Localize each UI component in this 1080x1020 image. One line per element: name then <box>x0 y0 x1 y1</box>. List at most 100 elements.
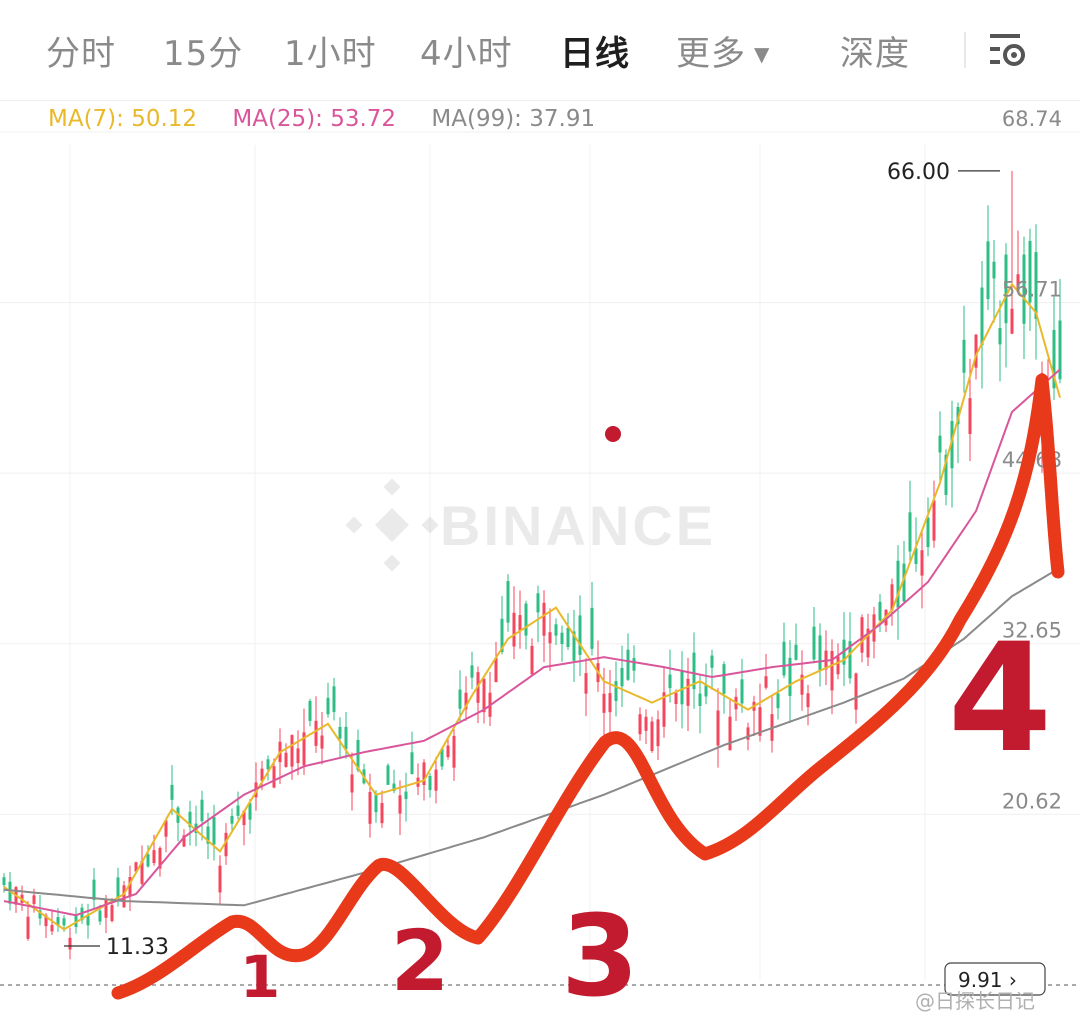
candle <box>68 927 72 960</box>
candle <box>380 790 384 828</box>
candle <box>428 773 432 798</box>
candle <box>770 696 774 753</box>
candle <box>836 643 840 680</box>
candle <box>1058 278 1062 384</box>
candle <box>296 730 300 776</box>
candle <box>548 608 552 671</box>
last-price-label: 9.91 › <box>958 968 1017 992</box>
candle <box>284 743 288 768</box>
annotation-number-2: 2 <box>391 912 449 1010</box>
ma-line-0 <box>3 282 1061 931</box>
chart-settings-icon <box>990 34 1025 66</box>
candle <box>398 780 402 835</box>
candle <box>410 731 414 775</box>
candle <box>740 658 744 713</box>
candles <box>2 170 1062 960</box>
candle <box>1004 243 1008 368</box>
candle <box>518 590 522 649</box>
candle <box>26 901 30 941</box>
candle <box>236 791 240 820</box>
candle <box>332 677 336 721</box>
annotation-dot <box>605 426 621 442</box>
candle <box>314 696 318 753</box>
candle <box>866 613 870 666</box>
candle <box>686 657 690 732</box>
ma25-value: MA(25): 53.72 <box>232 106 397 132</box>
candle <box>416 763 420 796</box>
candle <box>656 710 660 760</box>
candle <box>302 708 306 775</box>
candle <box>566 613 570 650</box>
annotation-number-1: 1 <box>240 943 280 1011</box>
candle <box>1010 170 1014 335</box>
tab-more[interactable]: 更多 ▼ <box>676 26 770 75</box>
candle <box>782 622 786 679</box>
price-markers: 66.00 11.33 9.91 › <box>64 160 1046 996</box>
candle <box>1052 296 1056 400</box>
candle <box>962 305 966 393</box>
candle <box>764 653 768 690</box>
candle <box>806 684 810 726</box>
author-watermark: @日探长日记 <box>915 989 1035 1013</box>
candle <box>716 688 720 768</box>
candle <box>980 261 984 389</box>
tab-daily[interactable]: 日线 <box>560 34 630 74</box>
candle <box>890 578 894 626</box>
candle <box>506 574 510 632</box>
ma99-value: MA(99): 37.91 <box>431 106 596 132</box>
candle <box>572 609 576 682</box>
ma7-value: MA(7): 50.12 <box>48 106 198 132</box>
candle <box>530 638 534 675</box>
candle <box>728 698 732 751</box>
ma-line-2 <box>3 567 1061 907</box>
candle <box>830 639 834 715</box>
candle <box>512 586 516 660</box>
high-price-label: 66.00 <box>887 160 950 185</box>
candle <box>476 666 480 724</box>
candle <box>338 717 342 760</box>
candle <box>662 666 666 738</box>
candle <box>638 707 642 741</box>
timeframe-tab-bar: 分时 15分 1小时 4小时 日线 更多 ▼ 深度 <box>0 0 1080 101</box>
binance-logo-icon <box>345 478 439 572</box>
tab-depth[interactable]: 深度 <box>840 34 910 74</box>
candle <box>140 845 144 887</box>
candle <box>824 630 828 685</box>
candle <box>692 632 696 709</box>
candle <box>464 676 468 721</box>
chart-settings-button[interactable] <box>988 30 1032 70</box>
tab-4hour[interactable]: 4小时 <box>420 34 513 74</box>
candle <box>776 679 780 720</box>
candle <box>614 661 618 717</box>
candle <box>650 716 654 753</box>
candle <box>128 865 132 911</box>
candle <box>194 805 198 847</box>
candle <box>794 623 798 661</box>
candle <box>920 531 924 609</box>
candle <box>596 640 600 692</box>
tab-15min[interactable]: 15分 <box>163 34 244 74</box>
tab-1hour[interactable]: 1小时 <box>284 34 377 74</box>
candle <box>818 623 822 687</box>
candle <box>620 645 624 707</box>
candle <box>626 633 630 682</box>
candle <box>812 606 816 664</box>
candle <box>74 907 78 934</box>
tab-time-sharing[interactable]: 分时 <box>46 34 116 74</box>
candle <box>356 729 360 773</box>
ma-indicator-legend: MA(7): 50.12 MA(25): 53.72 MA(99): 37.91 <box>48 106 623 132</box>
y-tick-label: 56.71 <box>1002 278 1062 302</box>
tab-more-label: 更多 <box>676 34 746 74</box>
candle <box>986 205 990 310</box>
candle <box>560 625 564 662</box>
candle <box>170 765 174 816</box>
candle <box>908 480 912 564</box>
candle <box>1028 228 1032 332</box>
candle <box>404 772 408 822</box>
candle <box>998 300 1002 382</box>
candle <box>554 618 558 646</box>
last-price-tag[interactable]: 9.91 › <box>944 962 1046 996</box>
candle <box>788 640 792 723</box>
candle <box>542 590 546 663</box>
